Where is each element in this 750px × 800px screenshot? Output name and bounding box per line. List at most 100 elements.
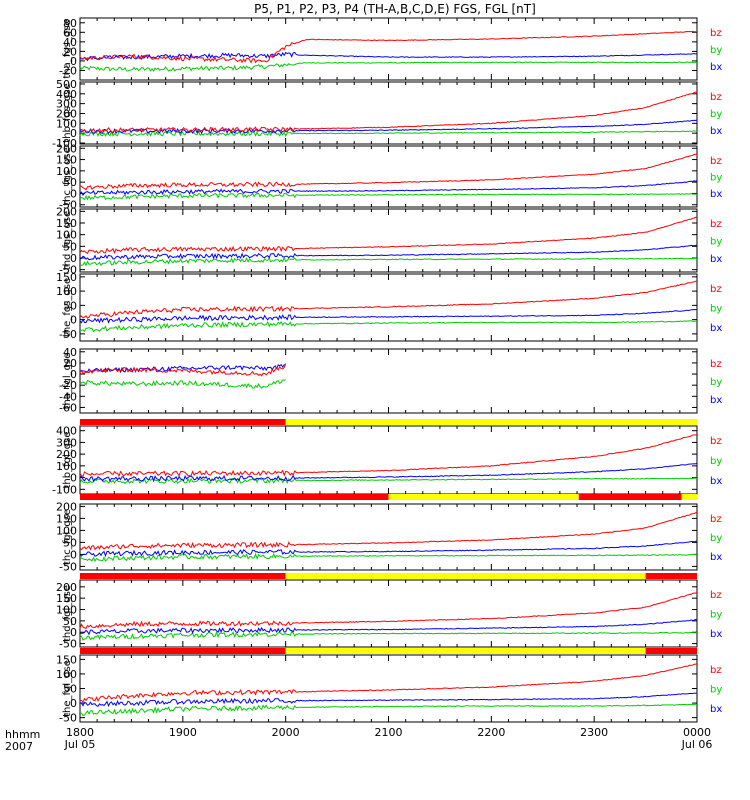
legend-bz: bz — [710, 436, 722, 447]
legend-by: by — [710, 456, 722, 467]
x-tick-label: 0000 — [683, 726, 711, 739]
series-bz — [79, 30, 698, 64]
y-tick-label: 0 — [70, 252, 77, 265]
y-tick-label: 300 — [56, 436, 77, 449]
y-tick-label: -50 — [59, 264, 77, 277]
series-bz — [79, 592, 698, 630]
series-bz — [79, 511, 698, 551]
mode-bar-slow — [285, 419, 697, 425]
panel-frame — [79, 348, 698, 414]
panel-ylabel: thd_fgl_gse — [62, 585, 73, 642]
x-tick-label: 1900 — [169, 726, 197, 739]
y-tick-label: -20 — [59, 379, 77, 392]
panel-frame — [79, 654, 698, 723]
y-tick-label: 0 — [70, 187, 77, 200]
y-tick-label: 400 — [56, 88, 77, 101]
panel-ylabel: thb_fgs_gse — [62, 83, 73, 142]
y-tick-label: 100 — [56, 229, 77, 242]
legend-by: by — [710, 173, 722, 184]
y-tick-label: 60 — [63, 26, 77, 39]
y-tick-label: 0 — [70, 626, 77, 639]
y-tick-label: 200 — [56, 142, 77, 155]
y-tick-label: 40 — [63, 36, 77, 49]
series-by — [79, 379, 286, 389]
series-bz — [79, 91, 697, 134]
panel-ylabel: thb_fgl_gse — [62, 432, 73, 489]
legend-bz: bz — [710, 665, 722, 676]
y-tick-label: -50 — [59, 328, 77, 341]
y-tick-label: 200 — [56, 107, 77, 120]
y-tick-label: 0 — [70, 314, 77, 327]
y-tick-label: 150 — [56, 271, 77, 284]
x-tick-label: 2100 — [375, 726, 403, 739]
y-tick-label: 20 — [63, 45, 77, 58]
series-by — [79, 256, 698, 267]
series-by — [79, 192, 698, 201]
y-tick-label: 40 — [63, 346, 77, 359]
series-bx — [79, 244, 698, 261]
series-bx — [79, 51, 698, 62]
y-tick-label: 50 — [63, 615, 77, 628]
legend-bx: bx — [710, 126, 722, 137]
x-tick-label: 2300 — [580, 726, 608, 739]
x-axis-label-line1: hhmm — [5, 728, 40, 741]
legend-bx: bx — [710, 62, 722, 73]
panel-ylabel: tha_fgl_gse — [62, 353, 73, 410]
y-tick-label: 200 — [56, 581, 77, 594]
series-bx — [79, 119, 698, 135]
mode-bar-slow — [285, 573, 646, 579]
y-tick-label: -50 — [59, 638, 77, 651]
y-tick-label: 0 — [70, 368, 77, 381]
y-tick-label: 150 — [56, 154, 77, 167]
series-bx — [79, 540, 698, 558]
x-axis-label-line2: 2007 — [5, 740, 33, 753]
y-tick-label: 150 — [56, 217, 77, 230]
y-tick-label: 100 — [56, 668, 77, 681]
series-by — [79, 320, 698, 333]
panel-ylabel: thc_fgs_gse — [62, 147, 73, 206]
series-bz — [79, 663, 698, 703]
series-by — [79, 703, 697, 716]
y-tick-label: 150 — [56, 592, 77, 605]
legend-by: by — [710, 237, 722, 248]
series-bz — [79, 434, 698, 478]
y-tick-label: 0 — [70, 548, 77, 561]
x-tick-label-date: Jul 06 — [681, 738, 713, 751]
series-by — [79, 630, 698, 641]
panel-ylabel: the_fgl_gse — [62, 660, 73, 717]
panel-ylabel: thd_fgs_gse — [62, 211, 73, 270]
y-tick-label: 100 — [56, 460, 77, 473]
legend-bx: bx — [710, 552, 722, 563]
y-tick-label: -50 — [59, 712, 77, 725]
series-bx — [79, 180, 697, 197]
series-bx — [79, 462, 698, 483]
y-tick-label: 100 — [56, 524, 77, 537]
y-tick-label: 20 — [63, 357, 77, 370]
y-tick-label: 0 — [70, 127, 77, 140]
y-tick-label: 400 — [56, 425, 77, 438]
legend-bz: bz — [710, 219, 722, 230]
x-tick-label-date: Jul 05 — [64, 738, 96, 751]
legend-bx: bx — [710, 629, 722, 640]
mode-bar-slow — [681, 494, 697, 500]
y-tick-label: 200 — [56, 205, 77, 218]
y-tick-label: -40 — [59, 390, 77, 403]
y-tick-label: 100 — [56, 285, 77, 298]
y-tick-label: 100 — [56, 604, 77, 617]
legend-bx: bx — [710, 476, 722, 487]
series-by — [79, 130, 698, 137]
series-bx — [79, 692, 698, 708]
y-tick-label: -50 — [59, 199, 77, 212]
x-tick-label: 2200 — [477, 726, 505, 739]
mode-bar-slow — [388, 494, 579, 500]
panel-ylabel: tha_fgs_gse — [62, 19, 73, 78]
y-tick-label: -60 — [59, 401, 77, 414]
